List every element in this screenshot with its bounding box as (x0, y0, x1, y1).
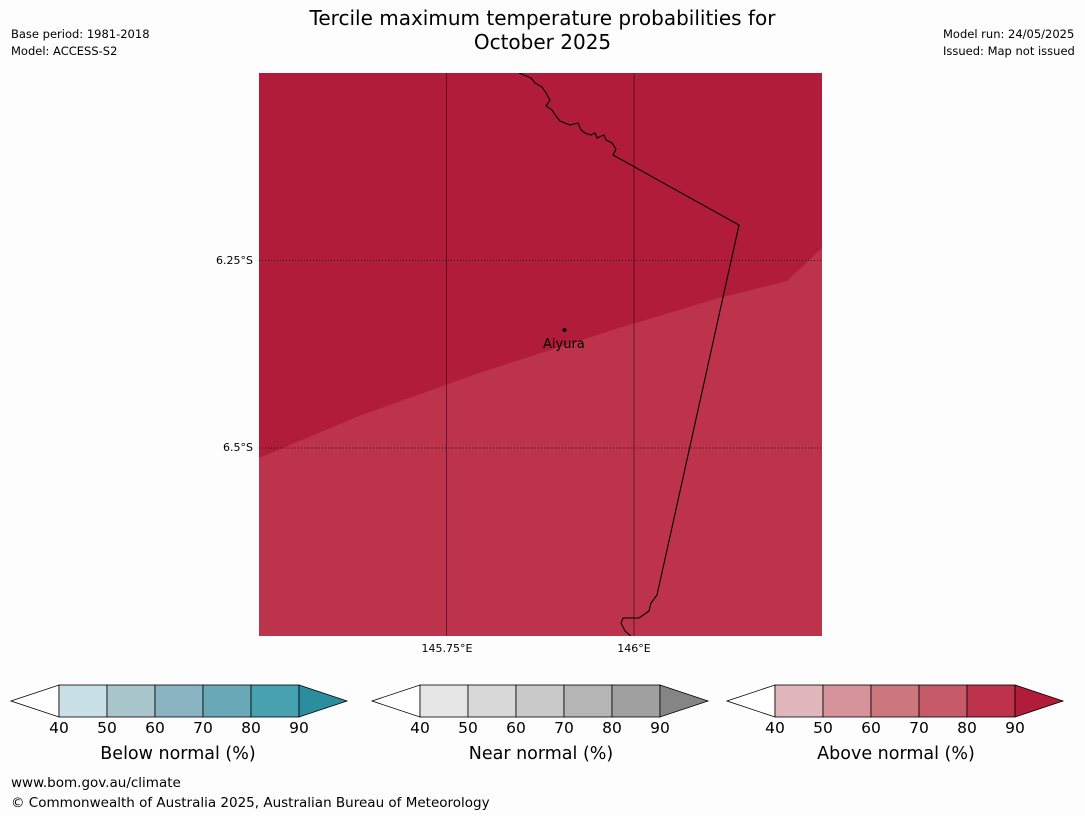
colorbar-above-normal-graphic (725, 684, 1065, 718)
cbar-below-tick-40: 40 (49, 719, 69, 737)
title-line-1: Tercile maximum temperature probabilitie… (309, 6, 776, 30)
cbar-above-label: Above normal (%) (817, 744, 975, 764)
cbar1-seg-6 (659, 684, 710, 718)
cbar2-seg-5 (966, 684, 1016, 718)
footer-url[interactable]: www.bom.gov.au/climate (11, 775, 181, 791)
lat-label-6-25: 6.25°S (216, 254, 253, 267)
model-name: Model: ACCESS-S2 (11, 44, 118, 58)
cbar-below-tick-60: 60 (145, 719, 165, 737)
cbar-near-tick-50: 50 (458, 719, 478, 737)
cbar-above-tick-60: 60 (861, 719, 881, 737)
cbar-near-label: Near normal (%) (468, 744, 614, 764)
lon-label-146: 146°E (617, 642, 651, 655)
cbar-near-tick-70: 70 (554, 719, 574, 737)
place-label-aiyura: Aiyura (543, 337, 585, 352)
cbar2-seg-2 (822, 684, 872, 718)
title-line-2: October 2025 (473, 30, 612, 54)
cbar0-seg-6 (298, 684, 349, 718)
cbar-near-tick-60: 60 (506, 719, 526, 737)
cbar-near-tick-40: 40 (410, 719, 430, 737)
cbar2-seg-4 (918, 684, 968, 718)
cbar2-seg-0 (725, 684, 776, 718)
lat-label-6-5: 6.5°S (223, 441, 253, 454)
colorbar-near-normal (370, 684, 711, 724)
cbar1-seg-4 (563, 684, 613, 718)
cbar-below-tick-70: 70 (193, 719, 213, 737)
cbar1-seg-2 (467, 684, 517, 718)
cbar-below-tick-80: 80 (241, 719, 261, 737)
region-above-90 (259, 73, 822, 458)
colorbar-above-normal (725, 684, 1066, 724)
colorbar-below-normal-graphic (9, 684, 349, 718)
cbar1-seg-5 (611, 684, 661, 718)
cbar1-seg-0 (370, 684, 421, 718)
map-panel[interactable] (259, 73, 822, 636)
cbar-above-tick-70: 70 (909, 719, 929, 737)
aiyura-marker[interactable] (562, 328, 567, 332)
model-run: Model run: 24/05/2025 (943, 27, 1075, 41)
footer-copyright: © Commonwealth of Australia 2025, Austra… (11, 795, 490, 811)
cbar0-seg-2 (106, 684, 156, 718)
cbar-above-tick-80: 80 (957, 719, 977, 737)
lon-label-145-75: 145.75°E (421, 642, 473, 655)
cbar0-seg-5 (250, 684, 300, 718)
cbar2-seg-1 (774, 684, 824, 718)
cbar1-seg-1 (419, 684, 469, 718)
cbar0-seg-0 (9, 684, 60, 718)
cbar2-seg-6 (1014, 684, 1065, 718)
border-line (518, 73, 740, 636)
map-title: Tercile maximum temperature probabilitie… (240, 6, 845, 54)
metadata-right: Model run: 24/05/2025 Issued: Map not is… (943, 26, 1075, 60)
colorbar-near-normal-graphic (370, 684, 710, 718)
cbar-near-tick-80: 80 (602, 719, 622, 737)
cbar2-seg-3 (870, 684, 920, 718)
cbar0-seg-1 (58, 684, 108, 718)
cbar-above-tick-90: 90 (1005, 719, 1025, 737)
map-canvas (259, 73, 822, 636)
cbar-below-tick-90: 90 (289, 719, 309, 737)
cbar0-seg-3 (154, 684, 204, 718)
cbar-above-tick-50: 50 (813, 719, 833, 737)
cbar-below-label: Below normal (%) (100, 744, 256, 764)
base-period: Base period: 1981-2018 (11, 27, 150, 41)
cbar-below-tick-50: 50 (97, 719, 117, 737)
cbar1-seg-3 (515, 684, 565, 718)
cbar0-seg-4 (202, 684, 252, 718)
issued-status: Issued: Map not issued (943, 44, 1075, 58)
cbar-above-tick-40: 40 (765, 719, 785, 737)
cbar-near-tick-90: 90 (650, 719, 670, 737)
colorbar-below-normal (9, 684, 350, 724)
metadata-left: Base period: 1981-2018 Model: ACCESS-S2 (11, 26, 150, 60)
